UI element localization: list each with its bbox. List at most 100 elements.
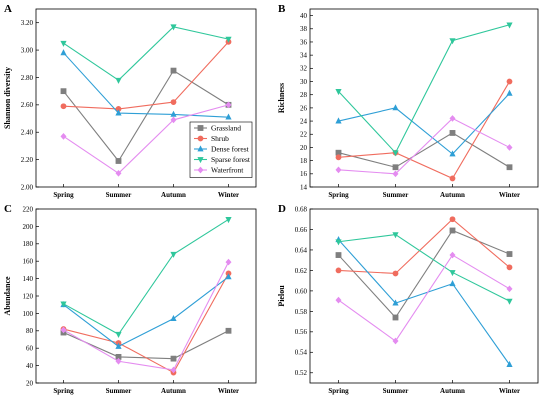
series-line-grassland (338, 229, 510, 319)
data-point-sparse-forest (392, 232, 399, 239)
series-line-sparse-forest (63, 218, 229, 336)
y-tick-label: 2.80 (21, 74, 34, 82)
y-tick-label: 3.00 (21, 46, 34, 54)
y-tick-label: 2.20 (21, 156, 34, 164)
data-point-waterfront (60, 326, 67, 334)
y-tick-label: 220 (23, 205, 34, 213)
x-tick-label: Summer (383, 191, 409, 199)
data-point-sparse-forest (170, 251, 177, 258)
panel-c: 20 40 60 80 100 120 140 160 180 200 220 Spring Summe… (3, 203, 257, 395)
x-tick-label: Winter (499, 387, 520, 395)
y-tick-label: 36 (300, 38, 308, 46)
y-tick-label: 34 (300, 52, 308, 60)
series-line-waterfront (63, 104, 229, 175)
legend-label-dense-forest: Dense forest (211, 145, 250, 154)
series-line-dense-forest (63, 276, 229, 348)
y-tick-label: 180 (23, 240, 34, 248)
data-point-sparse-forest (449, 270, 456, 277)
y-tick-label: 2.00 (21, 183, 34, 191)
data-point-shrub (449, 175, 456, 182)
data-point-dense-forest (506, 89, 513, 96)
x-tick-label: Autumn (440, 191, 465, 199)
y-tick-label: 24 (300, 117, 308, 125)
series-line-dense-forest (338, 239, 510, 365)
data-point-waterfront (506, 144, 513, 151)
data-point-sparse-forest (506, 22, 513, 29)
data-point-waterfront (115, 357, 122, 365)
y-tick-label: 60 (26, 345, 34, 353)
data-point-waterfront (335, 296, 342, 304)
series-line-dense-forest (338, 93, 510, 155)
series-line-shrub (338, 218, 510, 275)
data-point-dense-forest (170, 110, 177, 117)
data-point-waterfront (506, 285, 513, 293)
series-line-shrub (63, 41, 229, 110)
data-point-sparse-forest (225, 36, 232, 43)
series-line-grassland (63, 69, 229, 162)
data-point-grassland (170, 355, 177, 362)
x-tick-label: Summer (106, 191, 132, 199)
x-tick-label: Autumn (161, 387, 186, 395)
data-point-waterfront (225, 258, 232, 266)
data-point-shrub (60, 103, 67, 110)
y-tick-label: 18 (300, 157, 308, 165)
y-tick-label: 0.64 (295, 246, 308, 254)
data-point-dense-forest (335, 117, 342, 124)
y-tick-label: 80 (26, 327, 34, 335)
series-line-sparse-forest (338, 24, 510, 154)
data-point-shrub (506, 78, 513, 85)
data-point-waterfront (392, 170, 399, 178)
legend-marker-sparse-forest (197, 157, 204, 164)
data-point-grassland (225, 327, 232, 334)
data-point-sparse-forest (335, 239, 342, 246)
y-tick-label: 3.20 (21, 19, 34, 27)
data-point-sparse-forest (506, 298, 513, 305)
data-point-shrub (392, 270, 399, 277)
series-line-shrub (63, 273, 229, 374)
data-point-sparse-forest (170, 24, 177, 31)
series-line-waterfront (338, 117, 510, 175)
plot-frame (309, 8, 539, 188)
y-axis-title: Shannon diversity (3, 67, 12, 129)
data-point-sparse-forest (115, 331, 122, 338)
data-point-grassland (506, 251, 513, 257)
y-tick-label: 0.62 (295, 267, 308, 275)
y-tick-label: 0.52 (295, 369, 308, 377)
y-tick-label: 38 (300, 25, 308, 33)
data-point-dense-forest (115, 109, 122, 116)
panel-a: 2.00 2.20 2.40 2.60 2.80 3.00 3.20 Spring Summer… (3, 3, 257, 199)
series-line-waterfront (338, 254, 510, 342)
y-tick-label: 22 (300, 131, 308, 139)
data-point-sparse-forest (449, 38, 456, 45)
data-point-grassland (392, 314, 399, 321)
data-point-shrub (449, 216, 456, 223)
data-point-dense-forest (449, 280, 456, 287)
plot-frame (35, 208, 257, 384)
y-tick-label: 20 (26, 379, 34, 387)
panel-b: 14 16 18 20 22 24 26 28 30 32 34 36 38 40 Spring Summer… (277, 3, 539, 199)
series-line-sparse-forest (63, 26, 229, 81)
data-point-dense-forest (170, 314, 177, 322)
y-tick-label: 32 (300, 65, 308, 73)
panel-letter: C (4, 203, 12, 215)
series-line-shrub (338, 81, 510, 180)
y-tick-label: 16 (300, 170, 308, 178)
y-tick-label: 0.56 (295, 328, 308, 336)
data-point-grassland (449, 130, 456, 136)
y-tick-label: 0.54 (295, 349, 308, 357)
y-tick-label: 140 (23, 275, 34, 283)
data-point-waterfront (115, 169, 122, 177)
legend-label-shrub: Shrub (211, 134, 229, 143)
data-point-grassland (335, 252, 342, 258)
data-point-grassland (60, 88, 67, 95)
panel-letter: B (278, 3, 286, 15)
data-point-waterfront (449, 115, 456, 122)
y-tick-label: 200 (23, 223, 34, 231)
legend-marker-shrub (197, 135, 204, 142)
x-tick-label: Spring (53, 387, 74, 395)
y-tick-label: 100 (23, 310, 34, 318)
panel-letter: A (4, 3, 12, 15)
y-tick-label: 0.66 (295, 226, 308, 234)
